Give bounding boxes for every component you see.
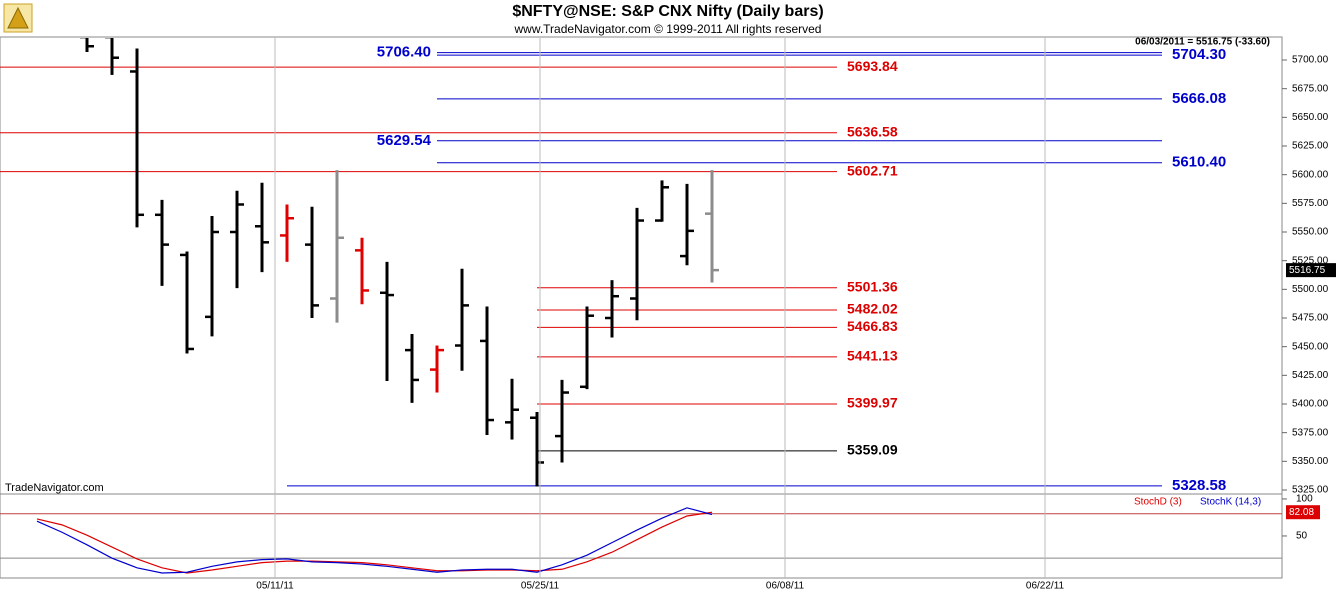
x-tick-label: 06/08/11 — [766, 581, 805, 592]
last-price-box — [1286, 263, 1336, 278]
y-tick-label: 5650.00 — [1292, 112, 1329, 123]
y-tick-label: 5375.00 — [1292, 427, 1329, 438]
legend-entry: StochD (3) — [1134, 497, 1182, 508]
y-tick-label: 5700.00 — [1292, 55, 1329, 66]
y-tick-label: 5525.00 — [1292, 255, 1329, 266]
price-plot — [0, 38, 1162, 487]
level-label: 5704.30 — [1172, 46, 1226, 63]
y-tick-label: 5425.00 — [1292, 370, 1329, 381]
x-tick-label: 06/22/11 — [1026, 581, 1065, 592]
level-label: 5328.58 — [1172, 477, 1226, 494]
level-label: 5636.58 — [847, 123, 898, 139]
chart-title: $NFTY@NSE: S&P CNX Nifty (Daily bars) — [512, 3, 823, 20]
y-tick-label: 5325.00 — [1292, 485, 1329, 496]
stoch-line — [36, 507, 713, 574]
y-tick-label: 100 — [1296, 494, 1313, 505]
level-label: 5706.40 — [377, 44, 431, 61]
level-label: 5629.54 — [377, 132, 432, 149]
last-price-label: 5516.75 — [1289, 265, 1326, 276]
level-label: 5693.84 — [847, 58, 898, 74]
level-label: 5441.13 — [847, 348, 898, 364]
y-tick-label: 5600.00 — [1292, 169, 1329, 180]
level-label: 5482.02 — [847, 301, 898, 317]
stoch-plot — [0, 507, 1282, 574]
y-tick-label: 5625.00 — [1292, 141, 1329, 152]
logo — [3, 3, 33, 33]
last-value-label: 82.08 — [1289, 507, 1314, 518]
level-label: 5610.40 — [1172, 154, 1226, 171]
x-tick-label: 05/25/11 — [521, 581, 560, 592]
legend-entry: StochK (14,3) — [1200, 497, 1261, 508]
x-tick-label: 05/11/11 — [256, 581, 294, 592]
chart-subtitle: www.TradeNavigator.com © 1999-2011 All r… — [514, 22, 822, 36]
y-tick-label: 5350.00 — [1292, 456, 1329, 467]
y-tick-label: 50 — [1296, 531, 1308, 542]
level-label: 5359.09 — [847, 442, 898, 458]
level-label: 5666.08 — [1172, 90, 1226, 107]
level-label: 5501.36 — [847, 278, 898, 294]
y-tick-label: 5575.00 — [1292, 198, 1329, 209]
y-tick-label: 5450.00 — [1292, 341, 1329, 352]
info-text: 06/03/2011 = 5516.75 (-33.60) — [1135, 37, 1270, 48]
last-value-box — [1286, 505, 1320, 520]
y-tick-label: 5475.00 — [1292, 313, 1329, 324]
y-tick-label: 5675.00 — [1292, 83, 1329, 94]
stoch-line — [36, 511, 713, 574]
level-label: 5399.97 — [847, 395, 898, 411]
y-tick-label: 5550.00 — [1292, 227, 1329, 238]
y-tick-label: 5400.00 — [1292, 399, 1329, 410]
source-text: TradeNavigator.com — [5, 482, 104, 494]
level-label: 5466.83 — [847, 318, 898, 334]
level-label: 5602.71 — [847, 162, 898, 178]
y-tick-label: 5500.00 — [1292, 284, 1329, 295]
